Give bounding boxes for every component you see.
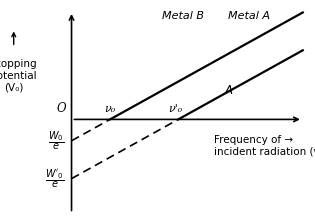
Text: $\dfrac{W'_0}{e}$: $\dfrac{W'_0}{e}$ — [45, 167, 64, 190]
Text: ν'₀: ν'₀ — [168, 104, 182, 114]
Text: A: A — [224, 84, 232, 97]
Text: Metal A: Metal A — [228, 11, 270, 21]
Text: O: O — [57, 103, 66, 116]
Text: Frequency of →
incident radiation (ν): Frequency of → incident radiation (ν) — [214, 135, 315, 157]
Text: $\dfrac{W_0}{e}$: $\dfrac{W_0}{e}$ — [48, 129, 64, 152]
Text: Stopping
potential
(V₀): Stopping potential (V₀) — [0, 59, 37, 92]
Text: ν₀: ν₀ — [105, 104, 116, 114]
Text: Metal B: Metal B — [162, 11, 204, 21]
